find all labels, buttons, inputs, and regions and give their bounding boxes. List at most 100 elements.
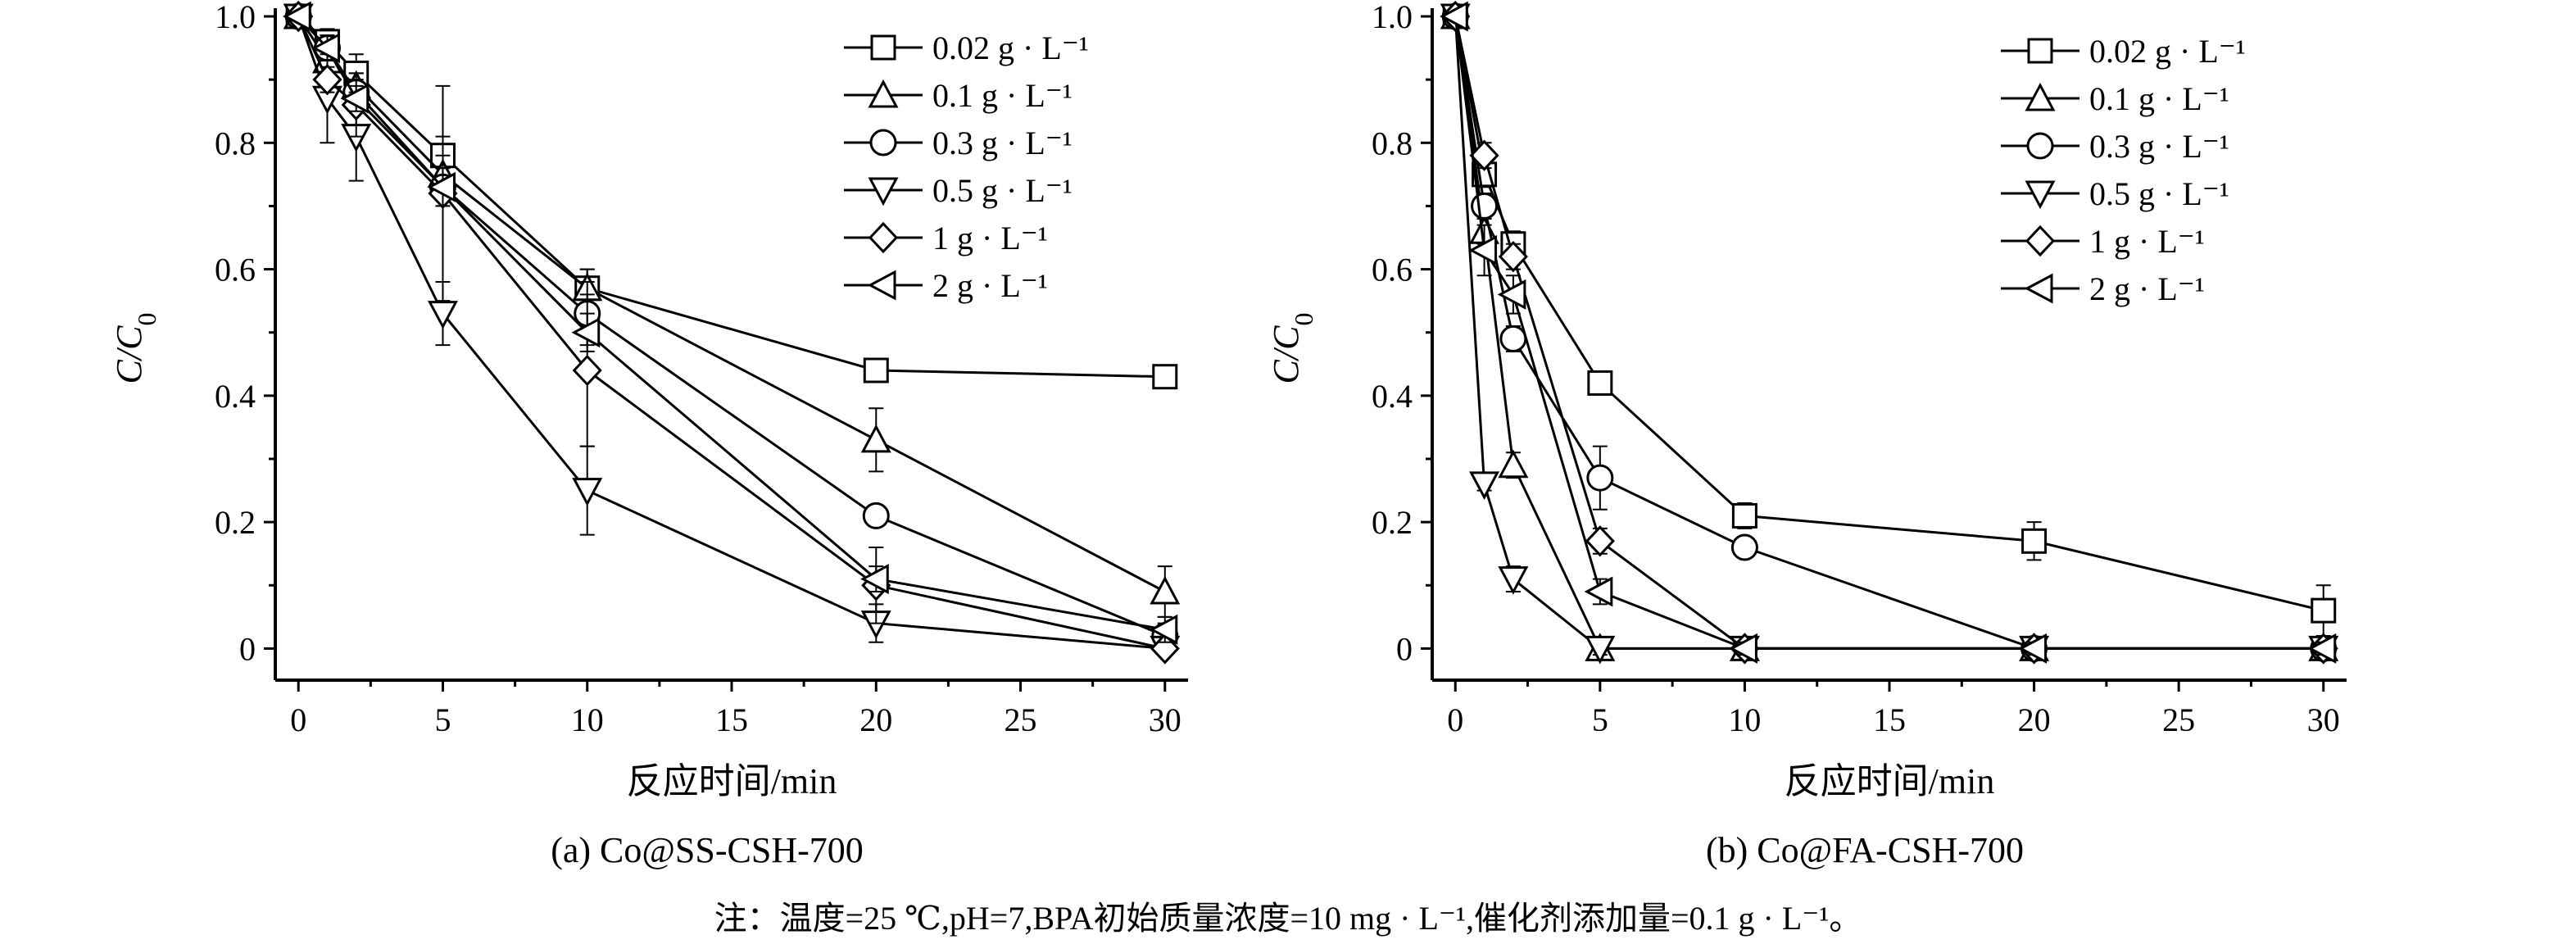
- legend-label: 2 g · L⁻¹: [2089, 270, 2205, 307]
- x-tick-label: 30: [2307, 701, 2340, 738]
- data-point: [1152, 364, 1178, 390]
- x-tick-label: 30: [1149, 701, 1181, 738]
- legend-label: 0.3 g · L⁻¹: [2089, 128, 2229, 165]
- legend-marker: [869, 129, 897, 157]
- data-point: [572, 354, 602, 387]
- x-tick-label: 10: [571, 701, 604, 738]
- x-tick-label: 15: [1873, 701, 1906, 738]
- y-tick-label: 0: [239, 630, 256, 667]
- data-point: [1440, 1, 1468, 32]
- x-tick-label: 25: [2162, 701, 2195, 738]
- y-tick-label: 0.4: [1372, 378, 1413, 415]
- data-point: [1731, 502, 1757, 529]
- panel-caption: (a) Co@SS-CSH-700: [551, 830, 864, 870]
- y-tick-label: 0.2: [215, 504, 256, 541]
- data-point: [1585, 525, 1615, 557]
- data-point: [427, 171, 456, 202]
- x-axis-title: 反应时间/min: [1785, 761, 1995, 801]
- legend-label: 1 g · L⁻¹: [932, 220, 1048, 256]
- legend-label: 0.3 g · L⁻¹: [932, 125, 1073, 161]
- y-tick-label: 0: [1396, 630, 1413, 667]
- legend-label: 0.02 g · L⁻¹: [2089, 33, 2246, 70]
- x-tick-label: 0: [1447, 701, 1463, 738]
- y-tick-label: 1.0: [1372, 0, 1413, 35]
- legend-label: 0.5 g · L⁻¹: [2089, 175, 2229, 212]
- legend-marker: [2025, 180, 2056, 210]
- y-axis-title: C/C0: [1266, 313, 1318, 384]
- x-tick-label: 10: [1728, 701, 1761, 738]
- legend-label: 0.02 g · L⁻¹: [932, 30, 1089, 66]
- data-point: [340, 83, 370, 114]
- data-point: [2307, 633, 2337, 664]
- legend-marker: [2027, 38, 2053, 64]
- data-point: [1471, 192, 1499, 220]
- x-tick-label: 0: [290, 701, 306, 738]
- legend-marker: [2025, 225, 2056, 257]
- legend-marker: [868, 177, 899, 206]
- y-tick-label: 0.6: [215, 252, 256, 288]
- legend-label: 2 g · L⁻¹: [932, 267, 1048, 304]
- data-point: [283, 1, 311, 32]
- legend-marker: [867, 270, 896, 301]
- data-point: [1730, 533, 1758, 561]
- series-6: [283, 1, 1178, 645]
- data-point: [1469, 139, 1499, 171]
- data-point: [572, 478, 603, 506]
- data-point: [860, 564, 889, 595]
- x-tick-label: 20: [859, 701, 892, 738]
- panel-caption: (b) Co@FA-CSH-700: [1706, 830, 2024, 870]
- data-point: [1149, 614, 1178, 645]
- data-point: [1585, 635, 1616, 665]
- y-axis-title-subscript: 0: [132, 313, 161, 326]
- legend-label: 0.1 g · L⁻¹: [932, 77, 1073, 114]
- y-tick-label: 1.0: [215, 0, 256, 35]
- x-tick-label: 15: [715, 701, 748, 738]
- legend-marker: [870, 34, 896, 61]
- data-point: [1498, 449, 1529, 479]
- legend-marker: [2026, 132, 2054, 160]
- legend-label: 0.1 g · L⁻¹: [2089, 80, 2229, 117]
- data-point: [1468, 234, 1498, 266]
- x-tick-label: 5: [1592, 701, 1608, 738]
- y-tick-label: 0.4: [215, 378, 256, 415]
- data-point: [311, 33, 340, 64]
- data-point: [1497, 279, 1526, 310]
- data-point: [312, 63, 342, 96]
- data-point: [1498, 566, 1529, 595]
- legend-label: 0.5 g · L⁻¹: [932, 172, 1073, 209]
- legend-marker: [2025, 82, 2056, 111]
- data-point: [1586, 464, 1614, 492]
- data-point: [1729, 633, 1757, 664]
- y-tick-label: 0.8: [215, 125, 256, 161]
- legend-marker: [868, 79, 899, 108]
- y-tick-label: 0.6: [1372, 252, 1413, 288]
- data-point: [1150, 575, 1181, 605]
- data-point: [1499, 324, 1527, 352]
- series-6: [1440, 1, 2337, 664]
- legend-marker: [868, 221, 899, 254]
- panel-a: 0 5 10 15 20 25 30 0 0.2 0.4 0.6 0.8 1.0 反应时间/min C/C0…: [109, 0, 1188, 870]
- x-tick-label: 25: [1005, 701, 1037, 738]
- legend-label: 1 g · L⁻¹: [2089, 223, 2205, 260]
- footnote: 注：温度=25 ℃,pH=7,BPA初始质量浓度=10 mg · L⁻¹,催化剂…: [714, 900, 1862, 937]
- y-tick-label: 0.2: [1372, 504, 1413, 541]
- data-point: [863, 357, 889, 384]
- data-point: [862, 502, 890, 529]
- data-point: [2018, 633, 2048, 664]
- y-axis-title-subscript: 0: [1289, 313, 1318, 326]
- data-point: [427, 301, 458, 329]
- x-tick-label: 20: [2018, 701, 2051, 738]
- data-point: [571, 317, 601, 348]
- panel-b: 0 5 10 15 20 25 30 0 0.2 0.4 0.6 0.8 1.0 反应时间/min C/C0…: [1266, 0, 2347, 870]
- y-axis-title: C/C0: [109, 313, 161, 384]
- data-point: [1498, 240, 1528, 273]
- data-point: [1469, 471, 1500, 501]
- data-point: [860, 424, 891, 453]
- data-point: [2311, 597, 2337, 624]
- legend-marker: [2024, 273, 2053, 304]
- y-tick-label: 0.8: [1372, 125, 1413, 161]
- data-point: [1584, 576, 1613, 607]
- x-axis-title: 反应时间/min: [627, 761, 837, 801]
- data-point: [1587, 370, 1613, 396]
